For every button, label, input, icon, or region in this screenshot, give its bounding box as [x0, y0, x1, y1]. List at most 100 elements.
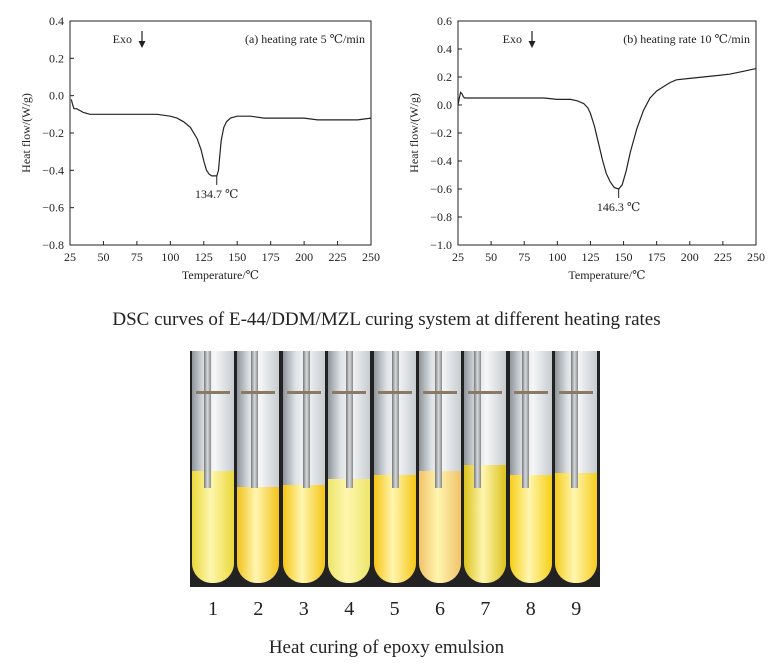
- test-tube: [372, 351, 418, 587]
- tube-emulsion: [464, 465, 507, 583]
- test-tube: [508, 351, 554, 587]
- chart-1-chart-title: (b) heating rate 10 ℃/min: [623, 32, 750, 46]
- chart-1-y-tick-label: −0.6: [430, 182, 452, 196]
- chart-1-x-tick-label: 125: [581, 250, 599, 264]
- chart-0-x-tick-label: 50: [97, 250, 109, 264]
- chart-0-peak-label: 134.7 ℃: [195, 187, 238, 201]
- chart-0-y-tick-label: −0.2: [42, 126, 64, 140]
- chart-1-y-tick-label: −0.2: [430, 126, 452, 140]
- chart-1-x-tick-label: 150: [615, 250, 633, 264]
- test-tube: [417, 351, 463, 587]
- test-tube: [235, 351, 281, 587]
- chart-0-x-tick-label: 200: [295, 250, 313, 264]
- chart-1-exo-label: Exo: [503, 32, 522, 46]
- tube-glass: [555, 351, 598, 583]
- tube-rod: [435, 351, 442, 488]
- chart-0-y-tick-label: −0.8: [42, 238, 64, 252]
- chart-0-y-tick-label: 0.2: [49, 51, 64, 65]
- tube-emulsion: [509, 475, 552, 583]
- dsc-chart-a: 25 50 75 100 125 150 175 200 225 250 0.4 0.2 0.0 −0.2…: [0, 0, 386, 305]
- tube-ring: [468, 391, 503, 394]
- tube-rod: [346, 351, 354, 488]
- tube-number-label: 2: [253, 598, 264, 620]
- chart-1-x-tick-label: 100: [548, 250, 566, 264]
- tube-emulsion: [237, 487, 280, 583]
- tube-rod: [391, 351, 399, 488]
- test-tube: [553, 351, 599, 587]
- tube-number-label: 7: [480, 598, 491, 620]
- tube-emulsion: [282, 485, 325, 583]
- dsc-caption: DSC curves of E-44/DDM/MZL curing system…: [112, 309, 661, 330]
- tube-emulsion: [419, 471, 461, 583]
- chart-0-x-tick-label: 75: [131, 250, 143, 264]
- tube-glass: [192, 351, 234, 583]
- tube-emulsion: [192, 471, 234, 583]
- dsc-chart-a-svg: 25 50 75 100 125 150 175 200 225 250 0.4 0.2 0.0 −0.2…: [19, 14, 380, 282]
- chart-0-y-tick-label: −0.6: [42, 201, 64, 215]
- chart-1-x-tick-label: 50: [485, 250, 497, 264]
- tube-rod: [204, 351, 211, 488]
- tube-rod: [251, 351, 259, 488]
- tube-emulsion: [555, 473, 598, 583]
- chart-1-y-axis-label: Heat flow/(W/g): [407, 93, 421, 173]
- tube-ring: [196, 391, 230, 394]
- test-tube: [281, 351, 327, 587]
- chart-1-x-tick-label: 250: [747, 250, 765, 264]
- chart-0-y-axis-label: Heat flow/(W/g): [19, 93, 33, 173]
- tube-number-label: 9: [571, 598, 582, 620]
- chart-0-exo-arrow-head: [138, 41, 146, 48]
- tube-glass: [509, 351, 552, 583]
- chart-1-y-tick-label: 0.6: [437, 14, 452, 28]
- chart-0-x-axis-label: Temperature/℃: [182, 268, 259, 282]
- chart-1-series-line: [457, 68, 757, 190]
- tube-number-label: 3: [298, 598, 309, 620]
- tube-number-label: 5: [389, 598, 400, 620]
- test-tube: [326, 351, 372, 587]
- chart-0-y-tick-label: −0.4: [42, 163, 64, 177]
- tube-number-label: 8: [525, 598, 536, 620]
- chart-0-series-line: [70, 99, 372, 177]
- tube-emulsion: [373, 475, 416, 583]
- tube-glass: [419, 351, 461, 583]
- tube-number-label: 1: [208, 598, 218, 620]
- chart-1-x-tick-label: 200: [681, 250, 699, 264]
- chart-0-x-tick-label: 25: [64, 250, 76, 264]
- chart-0-chart-title: (a) heating rate 5 ℃/min: [245, 32, 365, 46]
- tube-ring: [332, 391, 367, 394]
- chart-1-y-tick-label: −0.8: [430, 210, 452, 224]
- tube-number-label: 4: [344, 598, 355, 620]
- tube-glass: [464, 351, 507, 583]
- test-tube-photo: [190, 351, 600, 587]
- chart-1-x-axis-label: Temperature/℃: [568, 268, 645, 282]
- tube-number-label: 6: [435, 598, 445, 620]
- tube-ring: [559, 391, 594, 394]
- chart-0-exo-label: Exo: [113, 32, 132, 46]
- chart-1-y-tick-label: 0.4: [437, 42, 452, 56]
- chart-1-x-tick-label: 225: [714, 250, 732, 264]
- tube-rod: [571, 351, 579, 488]
- tube-ring: [513, 391, 548, 394]
- tube-rod: [474, 351, 482, 488]
- tube-ring: [241, 391, 276, 394]
- tube-rod: [302, 351, 310, 488]
- chart-1-x-tick-label: 75: [518, 250, 530, 264]
- chart-0-y-tick-label: 0.0: [49, 89, 64, 103]
- test-tube: [190, 351, 236, 587]
- chart-1-y-tick-label: 0.0: [437, 98, 452, 112]
- chart-1-y-tick-label: −0.4: [430, 154, 452, 168]
- chart-1-y-tick-label: 0.2: [437, 70, 452, 84]
- chart-0-x-tick-label: 175: [262, 250, 280, 264]
- chart-0-x-tick-label: 225: [329, 250, 347, 264]
- chart-0-plot-frame: [69, 20, 372, 246]
- chart-1-x-tick-label: 25: [452, 250, 464, 264]
- tube-glass: [237, 351, 280, 583]
- chart-0-x-tick-label: 150: [228, 250, 246, 264]
- chart-0-x-tick-label: 250: [362, 250, 380, 264]
- heat-curing-caption: Heat curing of epoxy emulsion: [268, 637, 505, 658]
- tube-glass: [373, 351, 416, 583]
- test-tube: [462, 351, 508, 587]
- dsc-chart-b-svg: 25 50 75 100 125 150 175 200 225 250 0.6 0.4 0.2 0.0 −…: [407, 14, 765, 282]
- chart-1-peak-label: 146.3 ℃: [597, 200, 640, 214]
- chart-0-x-tick-label: 125: [195, 250, 213, 264]
- chart-1-x-tick-label: 175: [648, 250, 666, 264]
